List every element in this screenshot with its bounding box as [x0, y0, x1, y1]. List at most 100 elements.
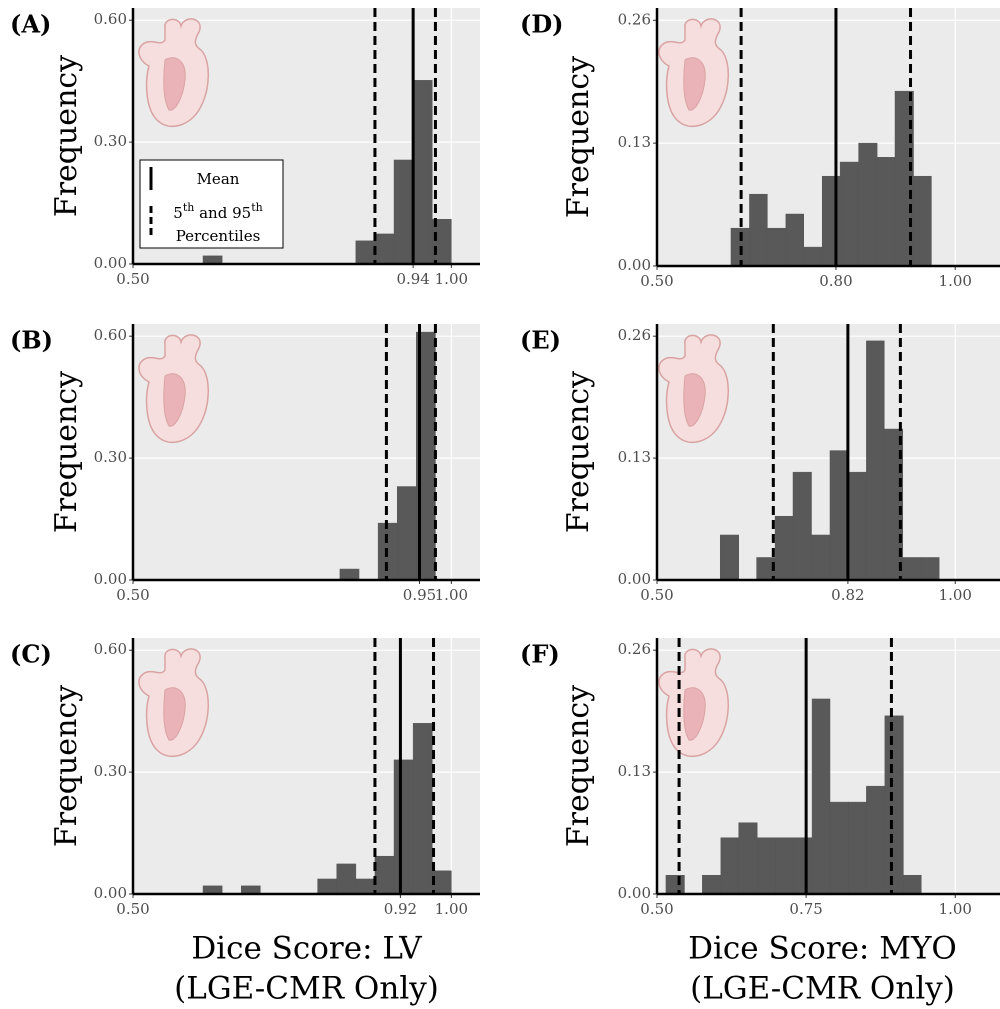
y-tick-label: 0.30	[94, 132, 127, 150]
bar	[317, 878, 337, 895]
x-tick-label: 1.00	[939, 900, 972, 918]
bar	[913, 175, 932, 267]
x-axis-label: Dice Score: MYO	[688, 931, 957, 967]
legend-label-part: th	[183, 201, 195, 214]
y-tick-label: 0.00	[94, 570, 127, 588]
y-tick-label: 0.30	[94, 448, 127, 466]
bar	[921, 557, 940, 581]
y-tick-label: 0.60	[94, 10, 127, 28]
bar	[355, 240, 376, 265]
bar	[767, 227, 787, 267]
x-tick-label: 0.80	[819, 272, 852, 290]
legend-label-part: th	[251, 201, 263, 214]
panel-label: (F)	[520, 640, 560, 669]
y-tick-label: 0.13	[618, 762, 651, 780]
bar	[355, 878, 376, 895]
y-tick-label: 0.13	[618, 448, 651, 466]
x-axis-label: (LGE-CMR Only)	[690, 971, 955, 1007]
legend-label: Mean	[197, 170, 240, 188]
bar	[374, 233, 395, 265]
legend-box	[139, 159, 284, 249]
bar	[749, 193, 768, 267]
x-tick-label: 1.00	[435, 900, 468, 918]
bar	[738, 822, 758, 895]
y-axis-label: Frequency	[49, 55, 84, 217]
x-tick-label: 1.00	[939, 272, 972, 290]
x-tick-label: 0.50	[116, 900, 149, 918]
bar	[884, 715, 904, 895]
panel-label: (C)	[10, 640, 52, 669]
y-axis-label: Frequency	[561, 371, 596, 533]
y-axis-label: Frequency	[49, 685, 84, 847]
x-tick-label: 0.50	[116, 586, 149, 604]
bar	[792, 471, 812, 581]
bar	[393, 159, 414, 265]
x-tick-label: 0.94	[396, 270, 429, 288]
y-tick-label: 0.26	[618, 640, 651, 658]
y-tick-label: 0.00	[618, 570, 651, 588]
bar	[374, 855, 395, 895]
legend-label-part: and 95	[194, 204, 251, 222]
bar	[847, 471, 867, 581]
x-tick-label: 1.00	[435, 270, 468, 288]
y-tick-label: 0.13	[618, 133, 651, 151]
y-tick-label: 0.60	[94, 326, 127, 344]
x-tick-label: 0.50	[640, 272, 673, 290]
y-tick-label: 0.26	[618, 10, 651, 28]
bar	[396, 486, 417, 581]
x-tick-label: 0.50	[640, 586, 673, 604]
y-tick-label: 0.00	[94, 254, 127, 272]
y-axis-label: Frequency	[561, 685, 596, 847]
x-tick-label: 0.50	[640, 900, 673, 918]
bar	[829, 450, 849, 581]
bar	[756, 837, 776, 895]
x-tick-label: 0.92	[384, 900, 417, 918]
panel-label: (E)	[520, 326, 561, 355]
bar	[336, 863, 357, 895]
bar	[839, 161, 859, 267]
legend: Mean 5th and 95th Percentiles	[139, 159, 284, 249]
bar	[793, 837, 813, 895]
bar	[811, 698, 831, 895]
bar	[412, 723, 433, 895]
bar	[393, 759, 414, 895]
y-tick-label: 0.00	[94, 884, 127, 902]
bar	[848, 801, 867, 895]
y-tick-label: 0.60	[94, 640, 127, 658]
bar	[774, 515, 794, 581]
bar	[431, 870, 452, 895]
x-tick-label: 0.50	[116, 270, 149, 288]
bar	[866, 340, 885, 581]
bar	[866, 785, 886, 895]
bar	[775, 837, 794, 895]
y-tick-label: 0.26	[618, 326, 651, 344]
x-tick-label: 0.82	[831, 586, 864, 604]
y-axis-label: Frequency	[49, 371, 84, 533]
legend-label: 5th and 95th	[173, 201, 262, 222]
bar	[339, 568, 360, 581]
bar	[903, 874, 922, 895]
bar	[902, 557, 922, 581]
x-axis-label: Dice Score: LV	[191, 931, 422, 967]
y-tick-label: 0.30	[94, 762, 127, 780]
bar	[811, 534, 831, 581]
bar	[803, 246, 823, 267]
x-tick-label: 0.95	[403, 586, 436, 604]
x-tick-label: 0.75	[789, 900, 822, 918]
bar	[719, 534, 739, 581]
bar	[702, 874, 722, 895]
bar	[665, 874, 685, 895]
panel-label: (A)	[10, 10, 51, 39]
legend-label: Percentiles	[176, 227, 261, 245]
bar	[720, 837, 739, 895]
bar	[858, 142, 878, 267]
bar	[412, 80, 433, 265]
bar	[785, 213, 804, 267]
y-tick-label: 0.00	[618, 884, 651, 902]
y-tick-label: 0.00	[618, 256, 651, 274]
panel-label: (B)	[10, 326, 53, 355]
bar	[876, 157, 896, 267]
x-tick-label: 1.00	[435, 586, 468, 604]
panel-label: (D)	[520, 10, 564, 39]
